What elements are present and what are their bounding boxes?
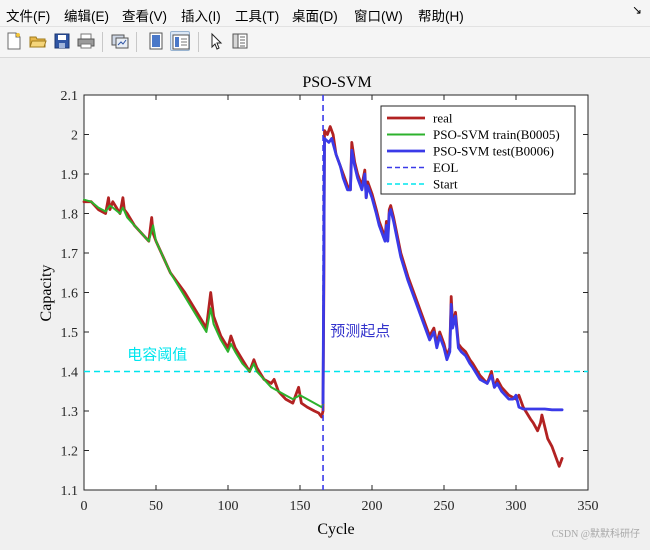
x-tick-label: 50 [149, 499, 163, 514]
y-tick-label: 2.1 [61, 89, 79, 104]
x-axis: 0 50 100 150 200 250 300 350 [81, 95, 599, 514]
x-tick-label: 200 [362, 499, 383, 514]
hide-plot-tools-icon[interactable] [146, 31, 166, 51]
watermark: CSDN @默默科研仔 [552, 527, 640, 540]
chart: 1.1 1.2 1.3 1.4 1.5 1.6 1.7 1.8 1.9 2 2.1 0 50 100 15… [38, 74, 640, 540]
y-tick-label: 1.4 [61, 366, 79, 381]
link-figure-icon[interactable] [110, 31, 130, 51]
new-figure-icon[interactable] [4, 31, 24, 51]
x-tick-label: 150 [290, 499, 311, 514]
series-pso-svm-train-b0005-line [83, 198, 324, 409]
y-tick-label: 1.8 [61, 208, 79, 223]
y-tick-label: 1.6 [61, 287, 79, 302]
y-tick-label: 1.1 [61, 484, 79, 499]
menu-bar: 文件(F) 编辑(E) 查看(V) 插入(I) 工具(T) 桌面(D) 窗口(W… [0, 0, 650, 26]
menu-tools[interactable]: 工具(T) [235, 9, 280, 24]
toolbar-separator [102, 32, 103, 52]
prediction-start-annotation: 预测起点 [330, 323, 390, 340]
y-tick-label: 1.9 [61, 168, 79, 183]
y-tick-label: 1.3 [61, 405, 79, 420]
chart-title: PSO-SVM [302, 74, 371, 91]
x-axis-label: Cycle [317, 521, 354, 538]
y-tick-label: 2 [71, 129, 78, 144]
menu-edit[interactable]: 编辑(E) [64, 9, 109, 24]
show-plot-tools-icon[interactable] [170, 31, 190, 51]
x-tick-label: 0 [81, 499, 88, 514]
menu-desktop[interactable]: 桌面(D) [292, 9, 338, 24]
edit-plot-arrow-icon[interactable] [206, 31, 226, 51]
series-pso-svm-test-b0006-line [321, 137, 564, 412]
legend-label: real [433, 111, 453, 126]
x-tick-label: 250 [434, 499, 455, 514]
y-tick-label: 1.5 [61, 326, 79, 341]
menu-view[interactable]: 查看(V) [122, 9, 167, 24]
menu-window[interactable]: 窗口(W) [354, 9, 403, 24]
series-layer [82, 95, 588, 490]
menu-file[interactable]: 文件(F) [6, 9, 51, 24]
menu-help[interactable]: 帮助(H) [418, 9, 464, 24]
open-file-icon[interactable] [28, 31, 48, 51]
x-tick-label: 300 [506, 499, 527, 514]
legend-label: EOL [433, 160, 458, 175]
dock-arrow-icon[interactable]: ↘ [631, 3, 642, 17]
x-tick-label: 100 [218, 499, 239, 514]
y-tick-label: 1.7 [61, 247, 79, 262]
legend-label: PSO-SVM train(B0005) [433, 127, 560, 142]
menu-insert[interactable]: 插入(I) [181, 9, 221, 24]
x-tick-label: 350 [578, 499, 599, 514]
figure-area: 1.1 1.2 1.3 1.4 1.5 1.6 1.7 1.8 1.9 2 2.1 0 50 100 15… [0, 57, 650, 545]
property-inspector-icon[interactable] [230, 31, 250, 51]
save-icon[interactable] [52, 31, 72, 51]
toolbar-separator [136, 32, 137, 52]
legend-label: PSO-SVM test(B0006) [433, 144, 554, 159]
y-axis: 1.1 1.2 1.3 1.4 1.5 1.6 1.7 1.8 1.9 2 2.1 [61, 89, 588, 499]
toolbar [0, 26, 650, 58]
toolbar-separator [198, 32, 199, 52]
threshold-annotation: 电容阈值 [127, 347, 187, 364]
y-tick-label: 1.2 [61, 445, 79, 460]
legend-label: Start [433, 177, 458, 192]
print-icon[interactable] [76, 31, 96, 51]
y-axis-label: Capacity [38, 265, 55, 322]
